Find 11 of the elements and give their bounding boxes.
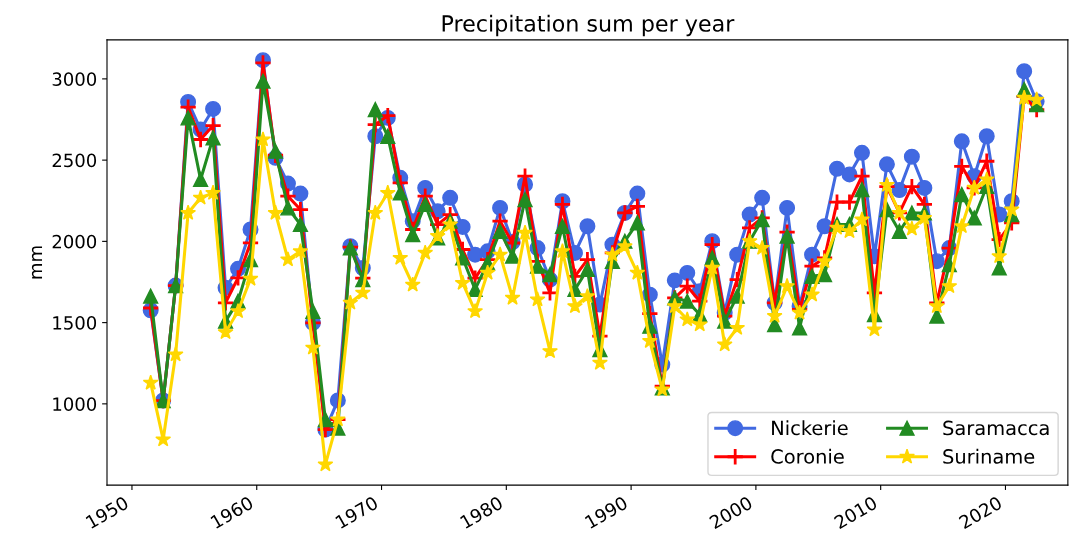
- y-tick-label: 2500: [52, 153, 97, 168]
- legend-label: Nickerie: [772, 420, 848, 436]
- y-tick-label: 2000: [52, 234, 97, 249]
- legend-label: Coronie: [771, 448, 844, 464]
- y-axis-title: mm: [31, 246, 43, 279]
- y-tick-label: 1000: [53, 397, 97, 411]
- chart-title: Precipitation sum per year: [442, 14, 735, 37]
- y-tick-label: 1500: [53, 316, 97, 330]
- legend-label: Suriname: [943, 448, 1035, 464]
- legend-label: Saramacca: [943, 420, 1049, 436]
- y-tick-label: 3000: [52, 72, 97, 86]
